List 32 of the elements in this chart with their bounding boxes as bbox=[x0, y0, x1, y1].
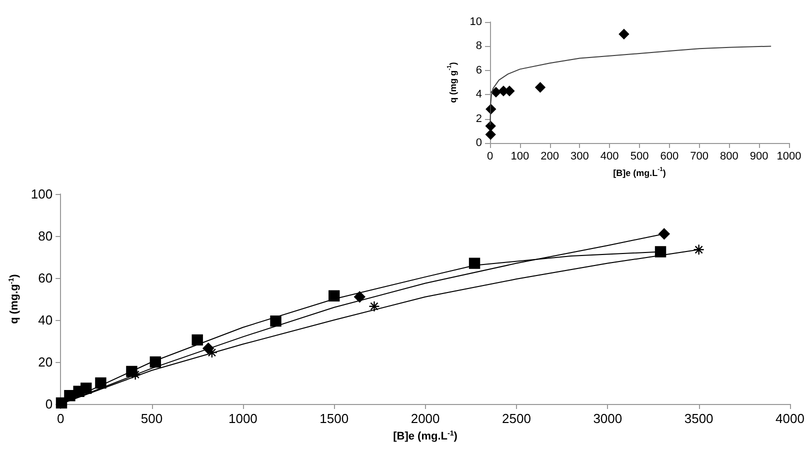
x-tick-label: 0 bbox=[486, 150, 494, 162]
x-tick-label: 700 bbox=[690, 150, 708, 162]
y-tick-label: 0 bbox=[45, 396, 53, 412]
x-tick-label: 600 bbox=[660, 150, 679, 162]
x-tick-label: 1000 bbox=[228, 411, 258, 426]
x-tick-label: 4000 bbox=[776, 411, 804, 426]
x-tick-label: 1500 bbox=[320, 411, 349, 426]
y-tick-label: 100 bbox=[30, 186, 53, 202]
x-tick-label: 2500 bbox=[502, 411, 531, 426]
y-tick-label: 80 bbox=[38, 228, 53, 244]
x-tick-label: 800 bbox=[720, 150, 738, 162]
x-tick-label: 200 bbox=[540, 150, 559, 162]
y-tick-label: 6 bbox=[476, 64, 482, 76]
x-tick-label: 300 bbox=[570, 150, 589, 162]
y-tick-label: 0 bbox=[476, 137, 482, 149]
x-tick-label: 3500 bbox=[684, 411, 714, 426]
x-tick-label: 900 bbox=[750, 150, 768, 162]
x-tick-label: 1000 bbox=[776, 150, 802, 162]
y-tick-label: 10 bbox=[470, 16, 482, 28]
x-tick-label: 2000 bbox=[410, 411, 440, 426]
x-tick-label: 0 bbox=[56, 411, 64, 426]
y-tick-label: 4 bbox=[476, 88, 482, 101]
x-tick-label: 3000 bbox=[593, 411, 622, 426]
y-tick-label: 60 bbox=[38, 270, 53, 286]
x-tick-label: 100 bbox=[510, 150, 530, 162]
y-tick-label: 8 bbox=[476, 40, 482, 52]
x-tick-label: 500 bbox=[140, 411, 163, 426]
y-tick-label: 40 bbox=[38, 312, 53, 328]
y-tick-label: 2 bbox=[476, 112, 482, 125]
x-tick-label: 400 bbox=[600, 150, 619, 162]
y-tick-label: 20 bbox=[38, 354, 53, 370]
x-tick-label: 500 bbox=[630, 150, 649, 162]
